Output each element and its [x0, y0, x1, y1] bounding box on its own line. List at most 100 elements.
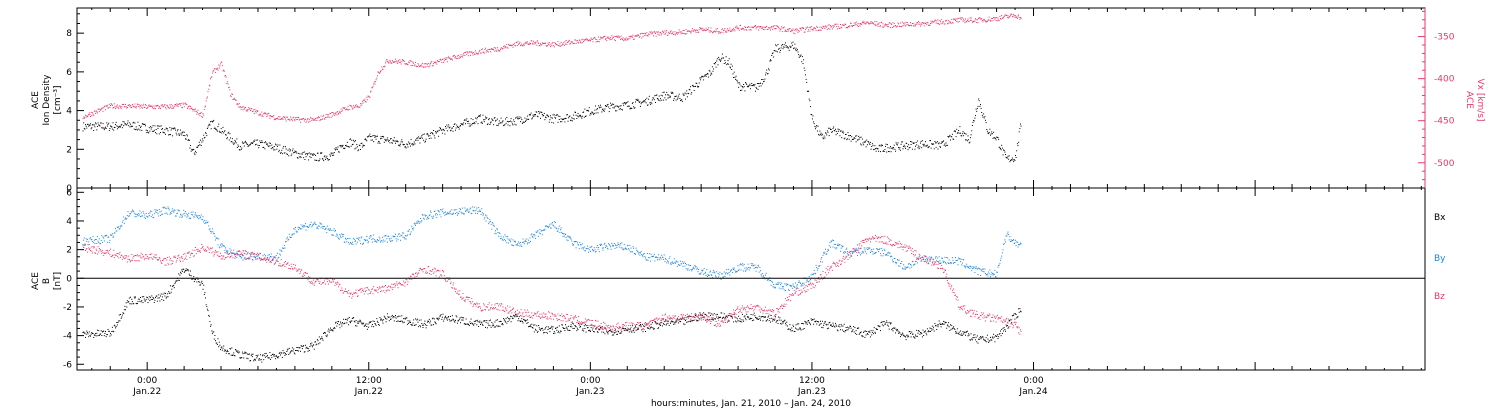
ion-density-series-point: [732, 73, 734, 75]
vx-series-point: [802, 27, 804, 29]
ion-density-series-point: [516, 116, 518, 118]
bx-series-point: [964, 331, 966, 333]
ion-density-series-point: [973, 120, 975, 121]
by-series-point: [93, 239, 95, 241]
by-series-point: [203, 219, 205, 221]
vx-series-point: [901, 25, 903, 27]
vx-series-point: [312, 118, 314, 120]
vx-series-point: [373, 81, 375, 83]
bx-series-point: [143, 298, 145, 300]
vx-series-point: [921, 22, 923, 23]
ion-density-series-point: [313, 153, 315, 155]
by-series-point: [361, 243, 363, 245]
vx-series-point: [123, 104, 125, 105]
bx-series-point: [291, 347, 293, 349]
ion-density-series-point: [761, 79, 763, 80]
vx-series-point: [297, 116, 299, 118]
vx-series-point: [168, 107, 170, 109]
vx-series-point: [651, 33, 653, 35]
ion-density-series-point: [788, 47, 790, 49]
bx-series-point: [427, 320, 429, 322]
bx-series-point: [100, 333, 101, 335]
vx-series-point: [231, 93, 233, 95]
ion-density-series-point: [720, 60, 721, 62]
vx-series-point: [543, 42, 545, 44]
ion-density-series-point: [635, 101, 636, 103]
bx-series-point: [806, 323, 808, 325]
by-series-point: [138, 214, 140, 216]
ion-density-series-point: [754, 84, 756, 85]
vx-series-point: [93, 114, 95, 116]
ion-density-series-point: [966, 139, 968, 141]
ion-density-series-point: [523, 121, 525, 123]
bx-series-point: [783, 320, 785, 322]
vx-series-point: [315, 117, 317, 119]
bx-series-point: [793, 326, 795, 328]
ion-density-series-point: [557, 121, 559, 123]
vx-series-point: [301, 118, 303, 120]
ion-density-series-point: [608, 111, 610, 113]
bx-series-point: [867, 334, 869, 335]
vx-series-point: [242, 109, 244, 111]
vx-series-point: [213, 70, 215, 72]
ion-density-series-point: [391, 142, 393, 144]
ion-density-series-point: [830, 129, 832, 130]
bx-series-point: [756, 318, 758, 320]
by-series-point: [308, 226, 310, 228]
bx-series-point: [971, 339, 973, 341]
bx-series-point: [505, 321, 506, 323]
vx-series-point: [566, 43, 568, 45]
ion-density-series-point: [133, 128, 135, 130]
vx-series-point: [338, 113, 340, 114]
by-series-point: [184, 215, 186, 217]
by-series-point: [195, 214, 197, 216]
vx-series-point: [520, 44, 522, 46]
bx-series-point: [120, 314, 121, 315]
bx-series-point: [313, 344, 315, 346]
vx-series-point: [687, 30, 689, 32]
ion-density-series-point: [260, 142, 262, 143]
vx-series-point: [778, 26, 780, 28]
bx-series-point: [645, 331, 646, 332]
bx-series-point: [485, 321, 487, 323]
bx-series-point: [408, 322, 410, 324]
bx-series-point: [629, 329, 631, 331]
bx-series-point: [169, 292, 171, 294]
bx-series-point: [433, 318, 435, 320]
ion-density-series-point: [149, 130, 151, 132]
bx-series-point: [140, 297, 141, 298]
vx-series-point: [792, 28, 794, 30]
by-series-point: [305, 229, 307, 231]
ion-density-series-point: [385, 139, 386, 141]
vx-series-point: [927, 22, 929, 24]
ion-density-series-point: [171, 127, 173, 129]
vx-series-point: [275, 118, 277, 120]
ion-density-series-point: [694, 86, 696, 87]
vx-series-point: [1004, 14, 1006, 16]
vx-series-point: [574, 39, 576, 41]
ion-density-series-point: [728, 58, 730, 60]
bx-series-point: [565, 327, 567, 329]
vx-series-point: [531, 42, 533, 44]
vx-series-point: [565, 40, 567, 41]
vx-series-point: [738, 29, 740, 31]
bx-series-point: [96, 332, 98, 334]
by-series-point: [299, 227, 301, 229]
bx-series-point: [981, 336, 983, 338]
vx-series-point: [230, 96, 232, 98]
bx-series-point: [476, 319, 478, 321]
ion-density-series-point: [998, 146, 1000, 148]
vx-series-point: [498, 50, 500, 52]
vx-series-point: [778, 28, 780, 30]
ion-density-series-point: [169, 127, 171, 129]
bx-series-point: [685, 320, 686, 321]
bx-series-point: [282, 350, 284, 352]
vx-series-point: [627, 38, 629, 40]
vx-series-point: [726, 28, 728, 30]
vx-series-point: [946, 23, 948, 25]
vx-series-point: [663, 32, 665, 34]
ion-density-series-point: [605, 105, 606, 106]
vx-series-point: [864, 21, 866, 23]
bx-series-point: [1013, 313, 1015, 315]
ion-density-series-point: [850, 140, 852, 142]
